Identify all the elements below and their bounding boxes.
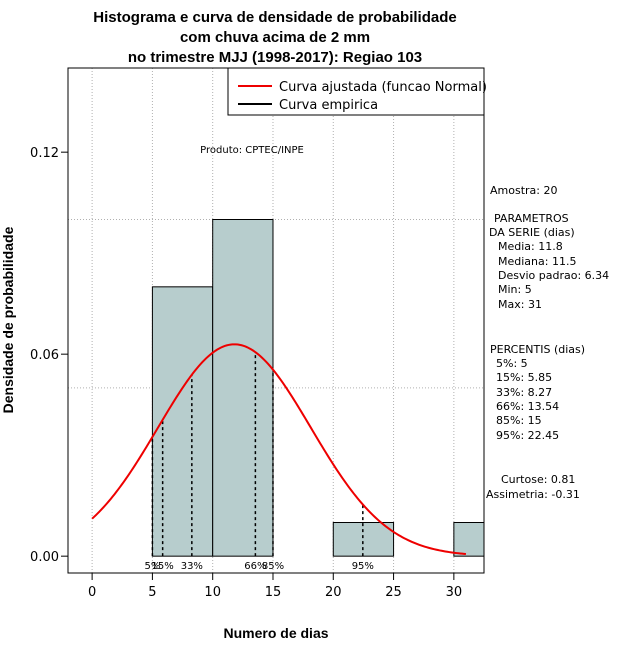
stats-line: 33%: 8.27 [496,386,552,399]
x-tick-label: 20 [325,585,342,600]
x-tick-label: 10 [204,585,221,600]
stats-line: 5%: 5 [496,357,528,370]
y-tick-label: 0.06 [30,348,59,363]
percentile-label: 33% [181,561,203,572]
stats-line: PERCENTIS (dias) [490,343,585,356]
y-axis-label: Densidade de probabilidade [0,226,16,413]
stats-line: Media: 11.8 [498,240,563,253]
stats-line: Amostra: 20 [490,184,557,197]
stats-line: Max: 31 [498,298,542,311]
stats-line: 95%: 22.45 [496,429,559,442]
stats-line: 85%: 15 [496,414,542,427]
legend: Curva ajustada (funcao Normal) Curva emp… [227,67,487,116]
legend-label-empirical: Curva empirica [279,98,378,113]
x-tick-label: 25 [385,585,402,600]
y-tick-label: 0.00 [30,550,59,565]
stats-line: Assimetria: -0.31 [486,488,580,501]
chart-title: Histograma e curva de densidade de proba… [93,9,456,66]
title-line-1: Histograma e curva de densidade de proba… [93,9,456,26]
stats-line: Mediana: 11.5 [498,255,576,268]
x-axis: 0 5 10 15 20 25 30 [88,572,463,600]
y-tick-label: 0.12 [30,146,59,161]
normal-curve-group [91,343,467,556]
percentile-label: 85% [262,561,284,572]
histogram-bar [332,522,395,557]
title-line-2: com chuva acima de 2 mm [180,29,370,46]
y-axis: 0.00 0.06 0.12 [30,146,69,565]
percentile-label: 66% [244,561,266,572]
x-axis-label: Numero de dias [223,625,328,641]
stats-line: 15%: 5.85 [496,371,552,384]
stats-line: Desvio padrao: 6.34 [498,269,609,282]
percentile-label: 95% [352,561,374,572]
percentile-label: 5% [144,561,160,572]
stats-line: 66%: 13.54 [496,400,559,413]
histogram-bar [212,219,274,557]
title-line-3: no trimestre MJJ (1998-2017): Regiao 103 [128,49,422,66]
histogram-bar [453,522,485,557]
x-tick-label: 5 [148,585,156,600]
stats-line: Min: 5 [498,283,532,296]
percentile-lines [151,352,364,557]
legend-box [227,67,485,116]
normal-fit-curve [91,343,467,556]
x-tick-label: 0 [88,585,96,600]
stats-line: Curtose: 0.81 [501,473,575,486]
histogram-bars [151,219,485,557]
stats-line: DA SERIE (dias) [489,226,575,239]
gridlines [68,68,484,573]
plot-frame [67,67,485,574]
percentile-label: 15% [152,561,174,572]
x-tick-label: 15 [265,585,282,600]
legend-label-fit: Curva ajustada (funcao Normal) [279,80,487,95]
x-tick-label: 30 [446,585,463,600]
product-annotation: Produto: CPTEC/INPE [200,145,304,156]
stats-line: PARAMETROS [494,212,569,225]
percentile-labels: 5%15% 33% 66%85% 95% [144,561,373,572]
